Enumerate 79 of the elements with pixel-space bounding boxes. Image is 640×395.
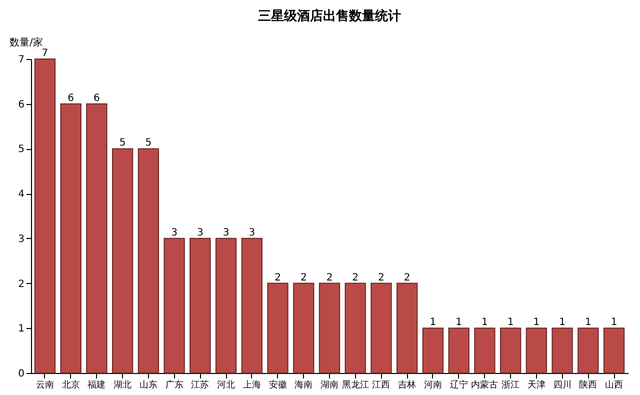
bar xyxy=(370,282,392,374)
bar xyxy=(526,328,548,374)
y-tick-label: 1 xyxy=(18,324,24,335)
data-label: 3 xyxy=(248,227,256,238)
data-label: 1 xyxy=(507,317,514,328)
bar xyxy=(422,328,444,374)
x-tick-label: 四川 xyxy=(553,380,572,390)
x-tick-label: 陕西 xyxy=(579,380,598,390)
bar xyxy=(293,282,314,374)
data-label: 6 xyxy=(68,92,74,104)
data-label: 2 xyxy=(404,272,410,284)
x-tick-label: 江西 xyxy=(372,380,390,390)
y-tick-label: 6 xyxy=(18,99,24,110)
y-tick-label: 7 xyxy=(18,54,24,66)
x-tick-label: 河南 xyxy=(424,380,442,390)
data-label: 5 xyxy=(145,138,152,149)
data-label: 6 xyxy=(94,92,100,104)
data-label: 1 xyxy=(610,317,618,328)
x-tick-label: 湖北 xyxy=(114,380,132,390)
x-tick-label: 辽宁 xyxy=(450,380,468,390)
bar xyxy=(190,238,211,374)
x-tick-label: 山东 xyxy=(139,380,158,390)
y-tick-label: 0 xyxy=(18,368,24,380)
data-label: 1 xyxy=(456,317,462,328)
x-tick-label: 河北 xyxy=(217,380,236,390)
y-tick-label: 3 xyxy=(18,234,24,245)
x-tick-label: 黑龙江 xyxy=(342,380,369,390)
data-label: 2 xyxy=(378,272,384,284)
data-label: 3 xyxy=(196,227,204,238)
bar xyxy=(396,282,418,374)
data-label: 2 xyxy=(326,272,333,284)
data-label: 1 xyxy=(430,317,436,328)
x-tick-label: 浙江 xyxy=(502,380,520,390)
bar xyxy=(241,238,262,374)
x-tick-label: 广东 xyxy=(165,380,184,390)
bar xyxy=(164,238,185,374)
data-label: 3 xyxy=(222,227,230,238)
data-label: 7 xyxy=(42,48,48,59)
data-label: 1 xyxy=(584,317,592,328)
data-label: 1 xyxy=(533,317,540,328)
x-tick-label: 云南 xyxy=(36,380,54,390)
x-tick-label: 山西 xyxy=(605,380,624,390)
bar xyxy=(603,328,625,374)
x-tick-label: 福建 xyxy=(88,380,106,390)
bar xyxy=(138,148,160,374)
x-tick-label: 安徽 xyxy=(268,380,287,390)
data-label: 3 xyxy=(171,227,178,238)
bar xyxy=(578,328,599,374)
x-tick-label: 湖南 xyxy=(320,380,338,390)
bar xyxy=(215,238,237,374)
bar xyxy=(474,328,496,374)
data-label: 2 xyxy=(352,272,359,284)
y-axis-title: 数量/家 xyxy=(10,36,43,48)
bar xyxy=(60,103,82,374)
x-tick-label: 海南 xyxy=(294,380,313,390)
x-tick-label: 上海 xyxy=(242,380,261,390)
bar xyxy=(344,282,366,374)
x-tick-label: 江苏 xyxy=(191,380,210,390)
bar xyxy=(500,328,522,374)
data-label: 1 xyxy=(559,317,566,328)
x-tick-label: 内蒙古 xyxy=(471,380,498,390)
bar xyxy=(448,328,470,374)
bar xyxy=(267,282,288,374)
x-tick-label: 吉林 xyxy=(398,380,416,390)
bar xyxy=(112,148,134,374)
data-label: 2 xyxy=(274,272,281,284)
bar xyxy=(86,103,108,374)
y-tick-label: 5 xyxy=(18,144,24,156)
data-label: 2 xyxy=(300,272,307,284)
y-tick-label: 4 xyxy=(18,189,24,200)
data-label: 1 xyxy=(482,317,488,328)
chart-title: 三星级酒店出售数量统计 xyxy=(258,8,401,24)
bar xyxy=(552,328,573,374)
x-tick-label: 天津 xyxy=(527,380,546,390)
y-tick-label: 2 xyxy=(18,278,24,290)
x-tick-label: 北京 xyxy=(62,380,80,390)
data-label: 5 xyxy=(119,138,126,149)
bar xyxy=(34,58,56,374)
bar xyxy=(318,282,340,374)
